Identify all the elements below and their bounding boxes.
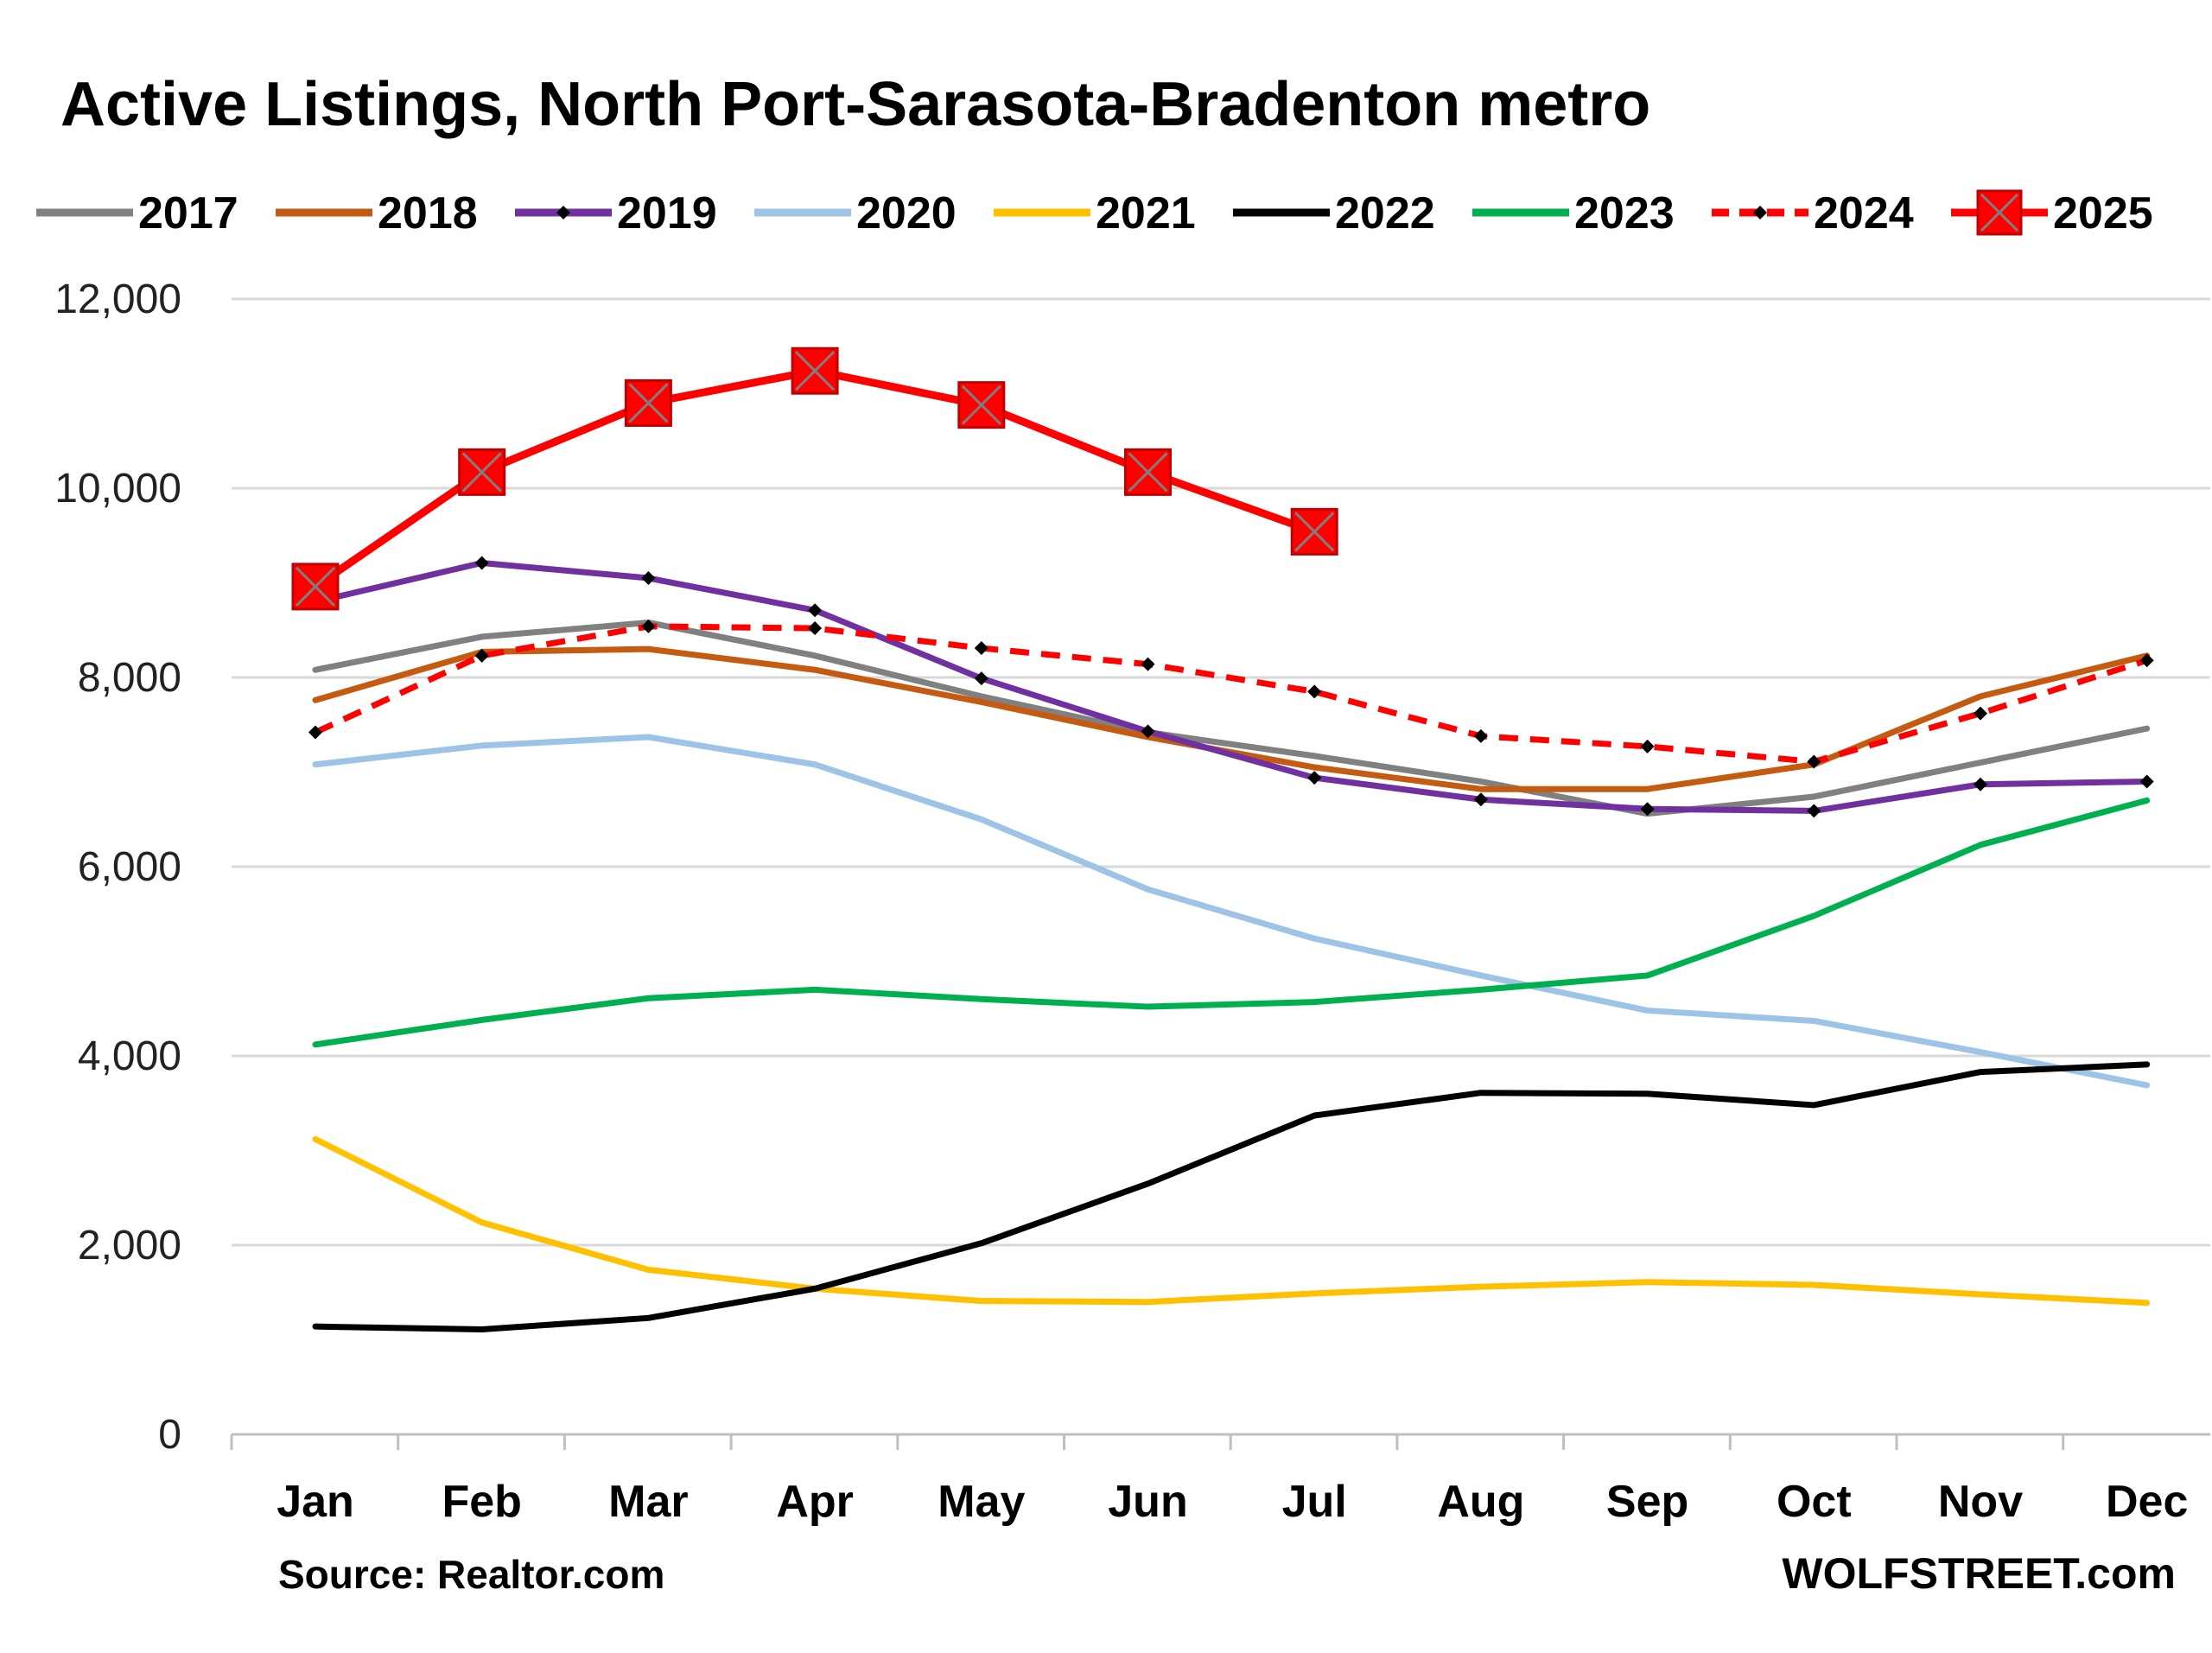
x-tick-label: May: [938, 1477, 1025, 1527]
legend-label: 2018: [378, 188, 478, 238]
series-line-2017: [312, 619, 2151, 817]
data-point-2025: [957, 381, 1006, 429]
y-tick-label: 12,000: [54, 277, 181, 322]
data-point-2024: [1807, 754, 1821, 769]
data-point-2019: [1974, 777, 1987, 792]
legend-item-2017: 2017: [36, 188, 238, 238]
series-line-2020: [312, 734, 2151, 1089]
y-tick-label: 10,000: [54, 466, 181, 512]
x-tick-label: Nov: [1938, 1477, 2023, 1527]
legend-marker: [1753, 206, 1767, 219]
legend-label: 2020: [856, 188, 957, 238]
legend-item-2020: 2020: [754, 188, 957, 238]
x-tick-label: Oct: [1777, 1477, 1852, 1527]
series-line-2023: [312, 797, 2151, 1048]
legend-item-2021: 2021: [994, 188, 1196, 238]
data-point-2024: [1307, 684, 1322, 699]
series-line-2021: [312, 1135, 2151, 1307]
data-point-2025: [791, 346, 839, 395]
data-point-2024: [1141, 657, 1155, 671]
data-point-2019: [1141, 724, 1155, 739]
data-point-2025: [458, 448, 506, 496]
data-point-2024: [1640, 739, 1655, 753]
data-point-2019: [808, 603, 823, 618]
y-tick-label: 4,000: [78, 1033, 181, 1079]
data-point-2019: [1473, 792, 1488, 807]
data-point-2024: [308, 725, 322, 740]
data-point-2025: [624, 378, 672, 427]
x-tick-label: Apr: [776, 1477, 854, 1527]
x-tick-label: Aug: [1437, 1477, 1524, 1527]
legend-item-2018: 2018: [276, 188, 478, 238]
legend-label: 2025: [2053, 188, 2153, 238]
legend-label: 2022: [1335, 188, 1435, 238]
data-point-2024: [1473, 728, 1488, 743]
data-point-2019: [1807, 804, 1821, 818]
data-point-2024: [2139, 653, 2154, 668]
series-line-2019: [312, 560, 2151, 814]
data-point-2019: [2139, 774, 2154, 789]
x-tick-label: Mar: [608, 1477, 688, 1527]
x-tick-label: Sep: [1606, 1477, 1688, 1527]
x-tick-label: Jun: [1108, 1477, 1187, 1527]
data-point-2019: [474, 556, 489, 570]
data-point-2025: [1124, 448, 1172, 496]
x-tick-label: Jul: [1282, 1477, 1347, 1527]
chart-title: Active Listings, North Port-Sarasota-Bra…: [60, 70, 1650, 139]
data-point-2019: [1307, 771, 1322, 785]
data-point-2024: [641, 619, 656, 633]
watermark: WOLFSTREET.com: [1782, 1549, 2176, 1598]
y-tick-label: 6,000: [78, 844, 181, 890]
legend-label: 2023: [1574, 188, 1675, 238]
series-markers: [291, 346, 2154, 818]
y-tick-label: 8,000: [78, 655, 181, 701]
legend-label: 2019: [617, 188, 717, 238]
data-point-2024: [1974, 706, 1987, 721]
x-axis: Jan Feb Mar Apr May Jun Jul Aug Sep Oct Nov Dec: [230, 1433, 2210, 1527]
data-point-2025: [1290, 507, 1338, 556]
x-tick-label: Jan: [276, 1477, 354, 1527]
data-point-2019: [641, 571, 656, 586]
series-line-2024: [314, 623, 2148, 765]
data-point-2019: [1640, 802, 1655, 817]
legend-label: 2024: [1814, 188, 1914, 238]
legend-marker: [1976, 189, 2023, 236]
legend-item-2019: 2019: [515, 188, 717, 238]
legend-item-2023: 2023: [1472, 188, 1675, 238]
y-axis: 0 2,000 4,000 6,000 8,000 10,000 12,000: [54, 277, 181, 1458]
legend-label: 2021: [1096, 188, 1196, 238]
source-note: Source: Realtor.com: [278, 1552, 664, 1597]
legend-item-2025: 2025: [1951, 188, 2153, 238]
x-tick-label: Feb: [442, 1477, 521, 1527]
data-point-2019: [974, 671, 988, 686]
y-tick-label: 2,000: [78, 1223, 181, 1268]
legend-item-2024: 2024: [1712, 188, 1914, 238]
x-tick-label: Dec: [2106, 1477, 2188, 1527]
data-point-2025: [291, 563, 340, 611]
y-tick-label: 0: [158, 1412, 181, 1458]
series-line-2022: [312, 1061, 2151, 1332]
legend-label: 2017: [138, 188, 238, 238]
legend-marker: [556, 206, 570, 219]
data-point-2024: [474, 648, 489, 663]
data-point-2024: [808, 621, 823, 636]
legend-item-2022: 2022: [1233, 188, 1435, 238]
data-point-2024: [974, 641, 988, 656]
legend: 2017 2018 2019 2020 2021 2022 2023 2024 2025: [36, 188, 2153, 238]
